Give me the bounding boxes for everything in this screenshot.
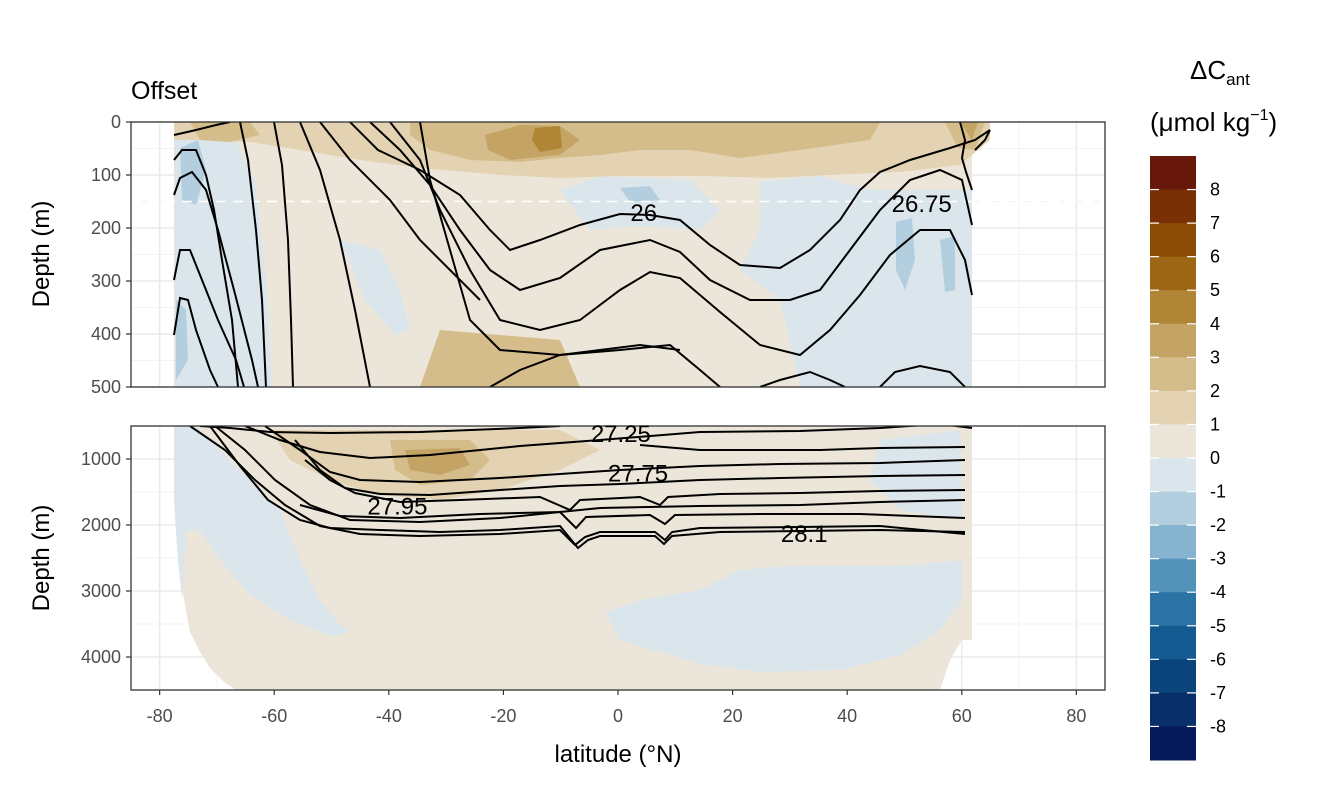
- colorbar-step: [1150, 357, 1196, 391]
- colorbar-label: -1: [1210, 482, 1226, 502]
- x-tick-label: 20: [723, 706, 743, 726]
- chart-title: Offset: [131, 77, 197, 105]
- colorbar-step: [1150, 391, 1196, 425]
- colorbar-label: 0: [1210, 448, 1220, 468]
- legend-unit-sup: −1: [1250, 107, 1268, 124]
- colorbar-step: [1150, 559, 1196, 593]
- colorbar-step: [1150, 693, 1196, 727]
- colorbar-step: [1150, 626, 1196, 660]
- colorbar-step: [1150, 592, 1196, 626]
- colorbar-label: 4: [1210, 314, 1220, 334]
- legend-unit-pre: (μmol kg: [1150, 107, 1250, 137]
- colorbar-label: 3: [1210, 347, 1220, 367]
- y-tick-label: 100: [91, 165, 121, 185]
- upper-field: [174, 122, 990, 387]
- y-tick-label: 0: [111, 112, 121, 132]
- colorbar-label: 6: [1210, 247, 1220, 267]
- colorbar-step: [1150, 257, 1196, 291]
- colorbar-step: [1150, 458, 1196, 492]
- colorbar-step: [1150, 190, 1196, 224]
- colorbar-step: [1150, 324, 1196, 358]
- colorbar-label: -3: [1210, 549, 1226, 569]
- lower-field: [174, 426, 972, 690]
- colorbar-step: [1150, 223, 1196, 257]
- colorbar-label: -6: [1210, 649, 1226, 669]
- colorbar-label: -7: [1210, 683, 1226, 703]
- colorbar-label: 1: [1210, 414, 1220, 434]
- legend-unit-post: ): [1268, 107, 1277, 137]
- legend-unit: (μmol kg−1): [1150, 107, 1277, 137]
- x-axis-title: latitude (°N): [555, 741, 682, 768]
- upper-y-axis: 0 100 200 300 400 500: [91, 112, 131, 397]
- x-axis: -80 -60 -40 -20 0 20 40 60 80: [147, 690, 1087, 726]
- colorbar-label: -2: [1210, 515, 1226, 535]
- colorbar-legend: ΔCant (μmol kg−1) 8 7 6 5 4 3 2 1 0 -1 -2 -3 -4 -5 -6 -…: [1150, 55, 1277, 761]
- x-tick-label: 40: [837, 706, 857, 726]
- colorbar-step: [1150, 492, 1196, 526]
- contour-label: 27.75: [608, 461, 668, 488]
- lower-panel: 1000 2000 3000 4000 Depth (m) 27.25 27.75 27.…: [28, 421, 1105, 690]
- y-tick-label: 3000: [81, 581, 121, 601]
- x-tick-label: -40: [376, 706, 402, 726]
- x-tick-label: -80: [147, 706, 173, 726]
- colorbar-labels: 8 7 6 5 4 3 2 1 0 -1 -2 -3 -4 -5 -6 -7 -8: [1210, 180, 1226, 737]
- colorbar-step: [1150, 525, 1196, 559]
- colorbar-label: -8: [1210, 716, 1226, 736]
- lower-y-axis-title: Depth (m): [28, 505, 55, 612]
- x-tick-label: -20: [490, 706, 516, 726]
- contour-label: 26.75: [892, 191, 952, 218]
- contour-label: 28.1: [781, 521, 828, 548]
- y-tick-label: 2000: [81, 515, 121, 535]
- legend-title: ΔCant: [1190, 55, 1250, 89]
- contour-label: 27.95: [367, 494, 427, 521]
- colorbar-step: [1150, 290, 1196, 324]
- upper-y-axis-title: Depth (m): [28, 201, 55, 308]
- y-tick-label: 4000: [81, 647, 121, 667]
- x-tick-label: 60: [952, 706, 972, 726]
- contour-label: 26: [630, 200, 657, 227]
- colorbar-label: 5: [1210, 280, 1220, 300]
- colorbar-step: [1150, 424, 1196, 458]
- x-tick-label: -60: [261, 706, 287, 726]
- x-tick-label: 0: [613, 706, 623, 726]
- colorbar-step: [1150, 726, 1196, 760]
- y-tick-label: 300: [91, 271, 121, 291]
- colorbar-label: 7: [1210, 213, 1220, 233]
- contour-label: 27.25: [591, 421, 651, 448]
- lower-y-axis: 1000 2000 3000 4000: [81, 449, 131, 667]
- x-tick-label: 80: [1066, 706, 1086, 726]
- upper-panel: 0 100 200 300 400 500 Depth (m) 26 26.75: [28, 112, 1105, 397]
- legend-title-main: ΔC: [1190, 55, 1226, 85]
- colorbar-label: -5: [1210, 616, 1226, 636]
- y-tick-label: 400: [91, 324, 121, 344]
- colorbar-step: [1150, 659, 1196, 693]
- y-tick-label: 500: [91, 377, 121, 397]
- legend-title-sub: ant: [1226, 70, 1250, 89]
- y-tick-label: 200: [91, 218, 121, 238]
- y-tick-label: 1000: [81, 449, 121, 469]
- colorbar-label: -4: [1210, 582, 1226, 602]
- colorbar-step: [1150, 156, 1196, 190]
- colorbar-label: 2: [1210, 381, 1220, 401]
- colorbar-label: 8: [1210, 180, 1220, 200]
- colorbar: [1150, 156, 1196, 761]
